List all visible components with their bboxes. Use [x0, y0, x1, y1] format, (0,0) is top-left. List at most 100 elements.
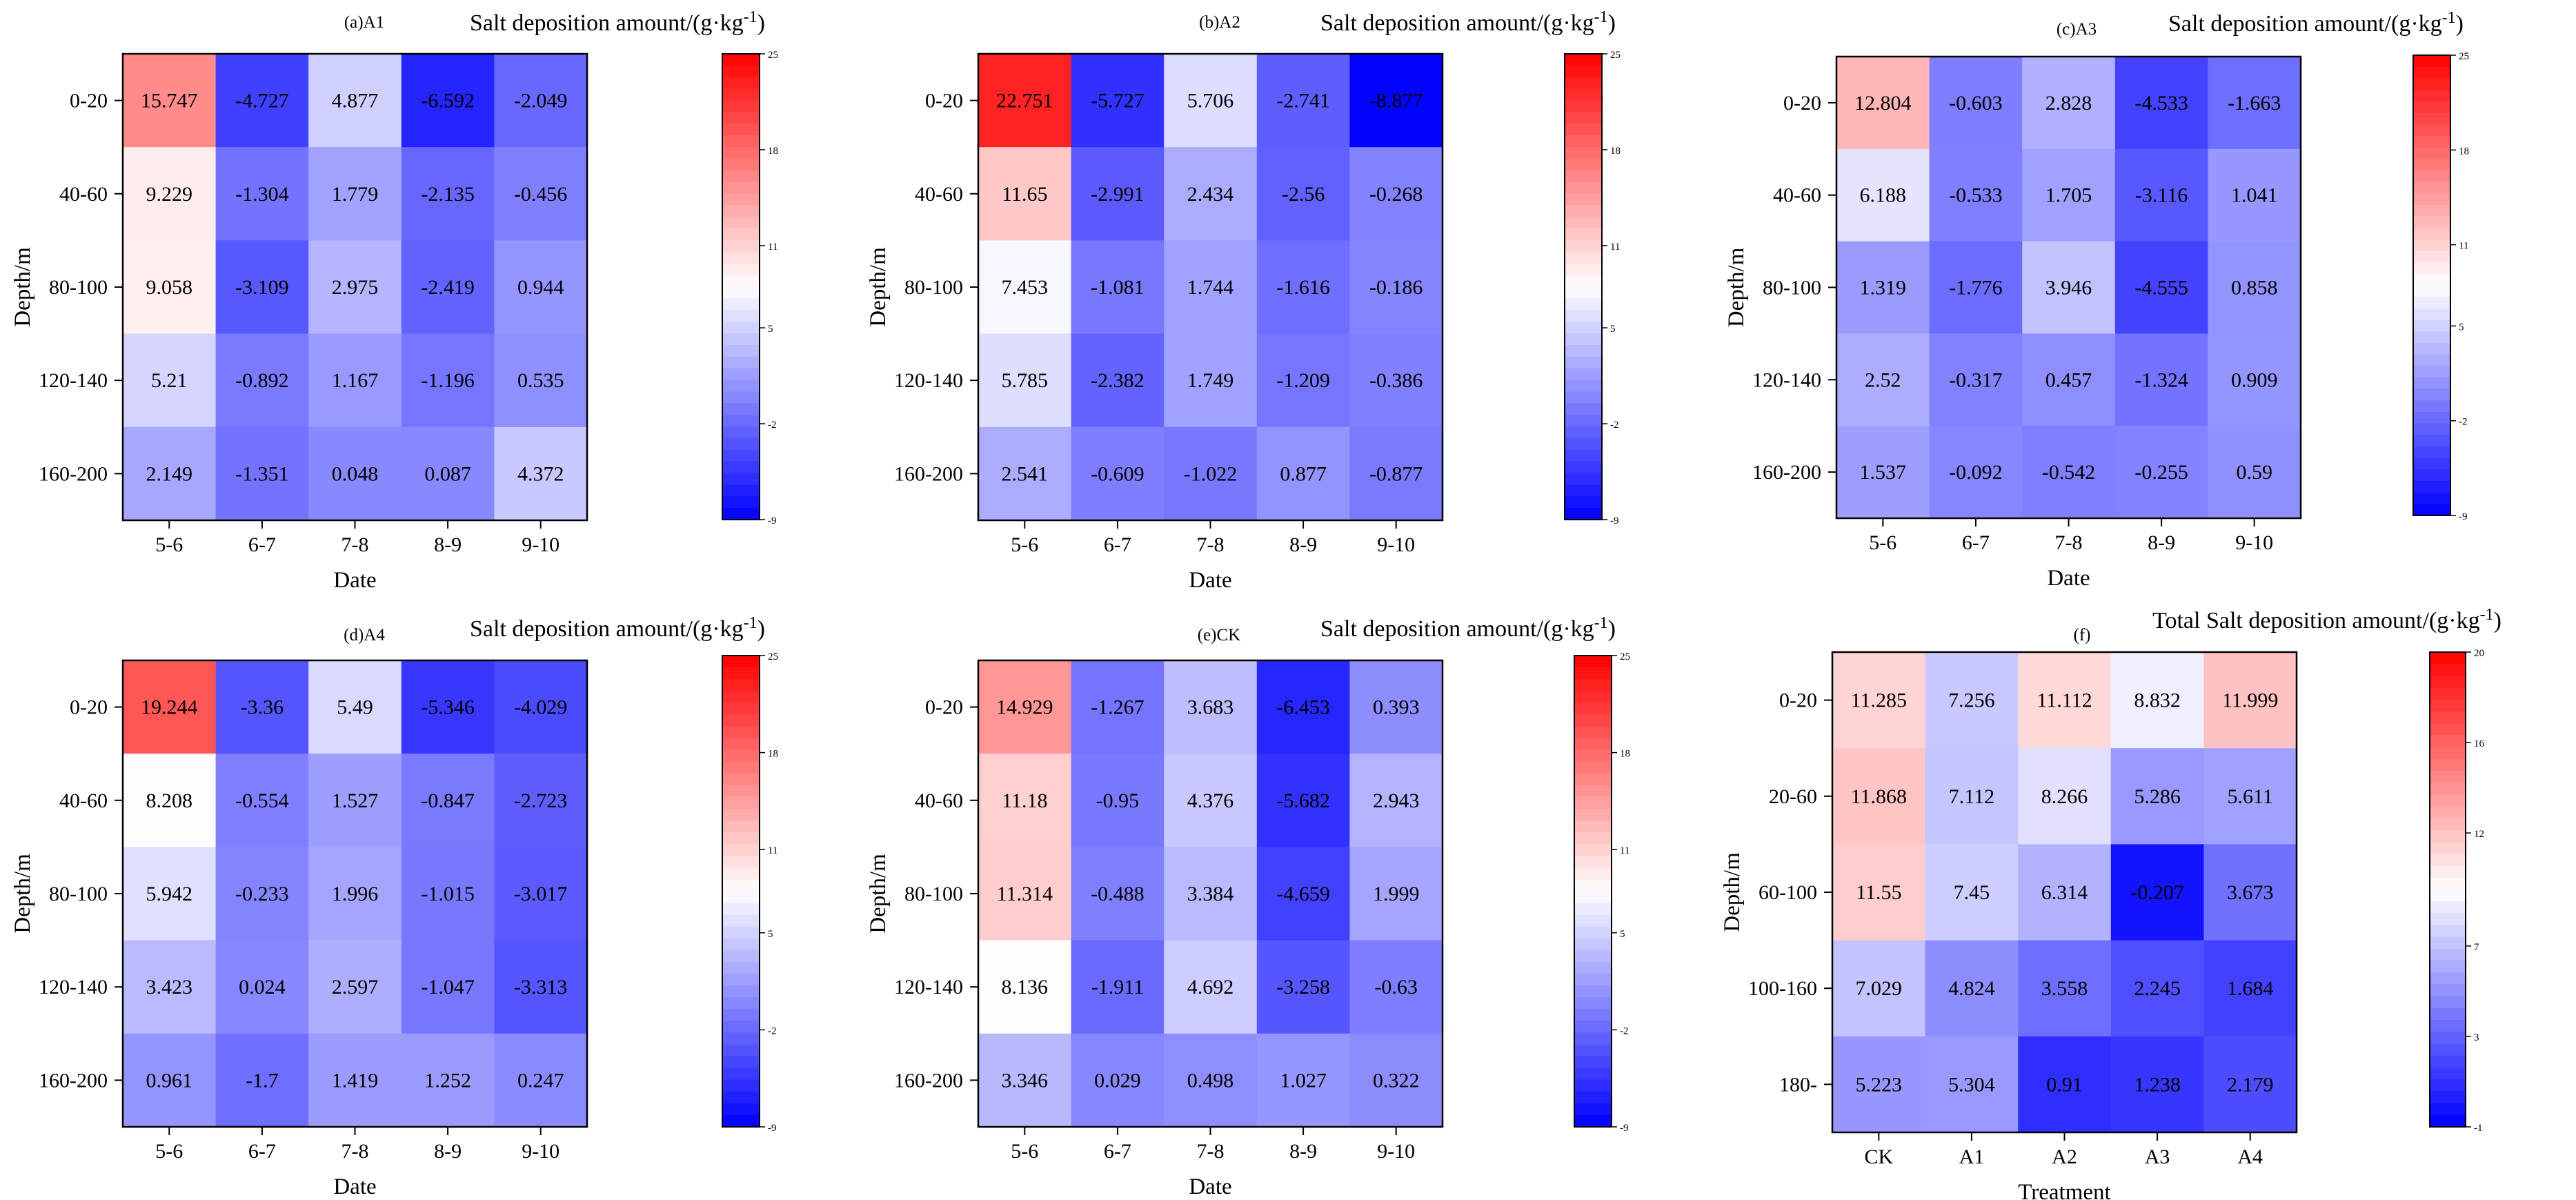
- heatmap-cell: [2208, 426, 2301, 519]
- cell-value-label: 9.229: [146, 183, 193, 206]
- cell-value-label: 0.944: [517, 276, 564, 299]
- colorbar-band: [2413, 216, 2450, 228]
- colorbar-band: [1574, 974, 1612, 986]
- cell-value-label: -0.233: [235, 883, 289, 905]
- colorbar-band: [2430, 664, 2466, 676]
- cell-value-label: -1.015: [421, 883, 475, 905]
- colorbar-tick-label: 16: [2474, 738, 2485, 749]
- colorbar-band: [2413, 159, 2450, 171]
- colorbar-band: [2430, 735, 2466, 748]
- colorbar-band: [2413, 411, 2450, 424]
- colorbar-band: [1574, 726, 1612, 739]
- colorbar-band: [2413, 400, 2450, 413]
- colorbar-tick-label: 11: [768, 242, 777, 253]
- cell-value-label: 3.673: [2227, 881, 2274, 904]
- colorbar-band: [722, 124, 760, 136]
- x-tick-label: 7-8: [1197, 1140, 1225, 1163]
- heatmap-cell: [1164, 1033, 1258, 1128]
- cell-value-label: 4.877: [332, 90, 379, 112]
- cell-value-label: 11.999: [2222, 689, 2278, 712]
- heatmap-cell: [2110, 748, 2204, 845]
- heatmap-cell: [401, 940, 495, 1034]
- heatmap-cell: [978, 333, 1072, 428]
- heatmap-cell: [494, 426, 588, 521]
- cell-value-label: 2.434: [1187, 183, 1234, 206]
- colorbar-band: [2413, 204, 2450, 217]
- colorbar-tick-label: -2: [1610, 420, 1619, 431]
- cell-value-label: -0.847: [421, 789, 475, 812]
- y-tick-label: 0-20: [1779, 689, 1817, 712]
- colorbar-band: [722, 879, 760, 892]
- colorbar-band: [722, 1079, 760, 1092]
- cell-value-label: -5.682: [1276, 789, 1330, 812]
- cell-value-label: -0.268: [1369, 183, 1423, 206]
- colorbar-band: [1565, 415, 1602, 427]
- cell-value-label: -0.488: [1091, 883, 1145, 905]
- x-axis-title: Date: [333, 568, 376, 593]
- heatmap-cell: [2208, 57, 2301, 150]
- colorbar-band: [722, 832, 760, 845]
- heatmap-cell: [215, 54, 309, 148]
- y-axis-title: Depth/m: [10, 247, 35, 327]
- cell-value-label: 4.692: [1187, 976, 1234, 999]
- x-axis-title: Date: [2047, 566, 2090, 591]
- heatmap-cell: [1071, 54, 1165, 148]
- heatmap-cell: [1836, 57, 1930, 150]
- heatmap-cell: [123, 333, 217, 428]
- colorbar-band: [1574, 1079, 1612, 1092]
- heatmap-cell: [978, 1033, 1072, 1128]
- heatmap-cell: [1164, 54, 1258, 148]
- colorbar-band: [722, 679, 760, 691]
- colorbar-band: [1574, 1021, 1612, 1033]
- colorbar-band: [722, 726, 760, 739]
- x-tick-label: A2: [2052, 1145, 2077, 1168]
- colorbar-band: [722, 65, 760, 78]
- heatmap-cell: [123, 54, 217, 148]
- colorbar-band: [2430, 996, 2466, 1009]
- panel-5: 14.929 -1.267 3.683 -6.453 0.393 11.18 -0.95 4.…: [866, 614, 1630, 1199]
- colorbar-band: [2430, 1008, 2466, 1021]
- cell-value-label: -0.317: [1949, 368, 2003, 391]
- colorbar-band: [1565, 461, 1602, 474]
- colorbar-band: [2413, 170, 2450, 183]
- heatmap-cell: [978, 847, 1072, 941]
- colorbar-band: [722, 356, 760, 369]
- colorbar-band: [2430, 865, 2466, 878]
- heatmap-cell: [1836, 426, 1930, 519]
- cell-value-label: -1.081: [1091, 276, 1145, 299]
- colorbar-band: [1574, 950, 1612, 963]
- cell-value-label: 7.112: [1949, 785, 1994, 808]
- cell-value-label: -0.456: [514, 183, 568, 206]
- heatmap-cell: [1164, 240, 1258, 335]
- cell-value-label: -4.727: [235, 90, 289, 112]
- heatmap-cell: [215, 240, 309, 335]
- x-axis-title: Date: [1189, 568, 1231, 593]
- colorbar-band: [2430, 913, 2466, 926]
- colorbar-band: [2413, 193, 2450, 206]
- colorbar-band: [722, 275, 760, 288]
- colorbar-tick-label: 5: [2459, 322, 2464, 333]
- colorbar-band: [722, 1068, 760, 1081]
- colorbar-band: [722, 785, 760, 798]
- colorbar-band: [722, 656, 760, 668]
- colorbar-band: [1574, 785, 1612, 798]
- cell-value-label: 22.751: [996, 90, 1053, 112]
- colorbar-band: [722, 112, 760, 124]
- cell-value-label: 8.832: [2134, 689, 2181, 712]
- colorbar-band: [722, 950, 760, 963]
- heatmap-cell: [978, 754, 1072, 847]
- colorbar-band: [2413, 308, 2450, 321]
- heatmap-cell: [1256, 54, 1350, 148]
- x-tick-label: 9-10: [1377, 533, 1415, 556]
- cell-value-label: 0.048: [332, 462, 379, 485]
- colorbar-band: [2430, 889, 2466, 902]
- cell-value-label: -1.911: [1091, 976, 1144, 999]
- cell-value-label: 4.824: [1948, 977, 1995, 1000]
- y-tick-label: 180-: [1779, 1073, 1817, 1096]
- panel-title: (f): [2074, 626, 2091, 645]
- colorbar-band: [722, 856, 760, 868]
- x-tick-label: A3: [2145, 1145, 2170, 1168]
- colorbar-band: [2430, 901, 2466, 914]
- heatmap-cell: [494, 847, 588, 941]
- colorbar-band: [2413, 354, 2450, 366]
